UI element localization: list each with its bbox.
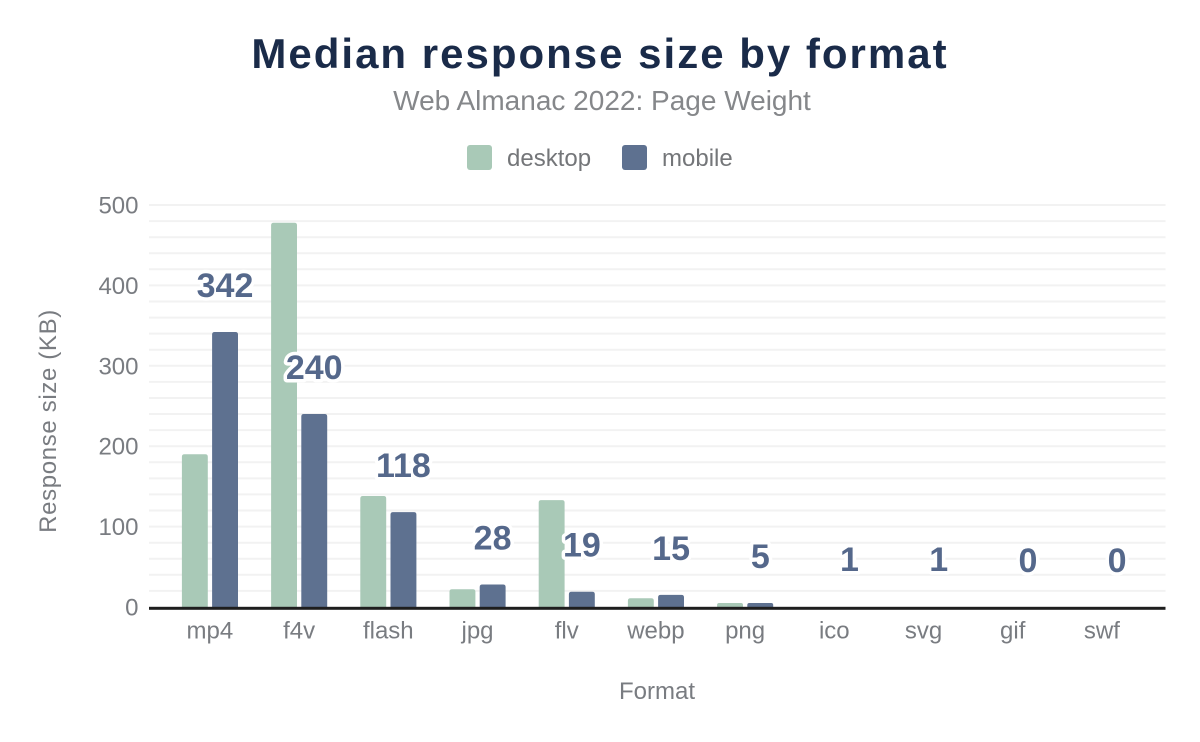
svg-text:15: 15 — [652, 530, 690, 568]
svg-text:f4v: f4v — [283, 618, 315, 645]
svg-text:0: 0 — [1108, 542, 1127, 580]
svg-text:100: 100 — [98, 514, 138, 541]
svg-text:1: 1 — [840, 541, 859, 579]
svg-text:flv: flv — [555, 618, 579, 645]
svg-text:0: 0 — [125, 595, 138, 622]
svg-text:118: 118 — [376, 447, 431, 485]
svg-text:0: 0 — [1018, 542, 1037, 580]
svg-text:ico: ico — [819, 618, 850, 645]
svg-text:1: 1 — [929, 541, 948, 579]
svg-text:swf: swf — [1084, 618, 1120, 645]
svg-text:400: 400 — [98, 273, 138, 300]
svg-text:desktop: desktop — [507, 145, 591, 172]
svg-text:5: 5 — [751, 538, 770, 576]
svg-text:19: 19 — [563, 527, 601, 565]
svg-text:342: 342 — [197, 267, 254, 305]
svg-text:flash: flash — [363, 618, 414, 645]
svg-text:500: 500 — [98, 193, 138, 220]
svg-text:200: 200 — [98, 434, 138, 461]
svg-text:mp4: mp4 — [187, 618, 234, 645]
svg-text:300: 300 — [98, 353, 138, 380]
svg-text:Median response size by format: Median response size by format — [251, 30, 948, 77]
svg-text:240: 240 — [286, 349, 343, 387]
svg-text:Web Almanac 2022: Page Weight: Web Almanac 2022: Page Weight — [393, 85, 811, 116]
svg-text:Response size (KB): Response size (KB) — [35, 309, 62, 533]
svg-text:gif: gif — [1000, 618, 1026, 645]
svg-text:svg: svg — [905, 618, 942, 645]
svg-text:Format: Format — [619, 678, 695, 705]
svg-text:png: png — [725, 618, 765, 645]
svg-text:28: 28 — [474, 520, 512, 558]
svg-text:mobile: mobile — [662, 145, 733, 172]
svg-text:webp: webp — [626, 618, 684, 645]
svg-text:jpg: jpg — [460, 618, 493, 645]
